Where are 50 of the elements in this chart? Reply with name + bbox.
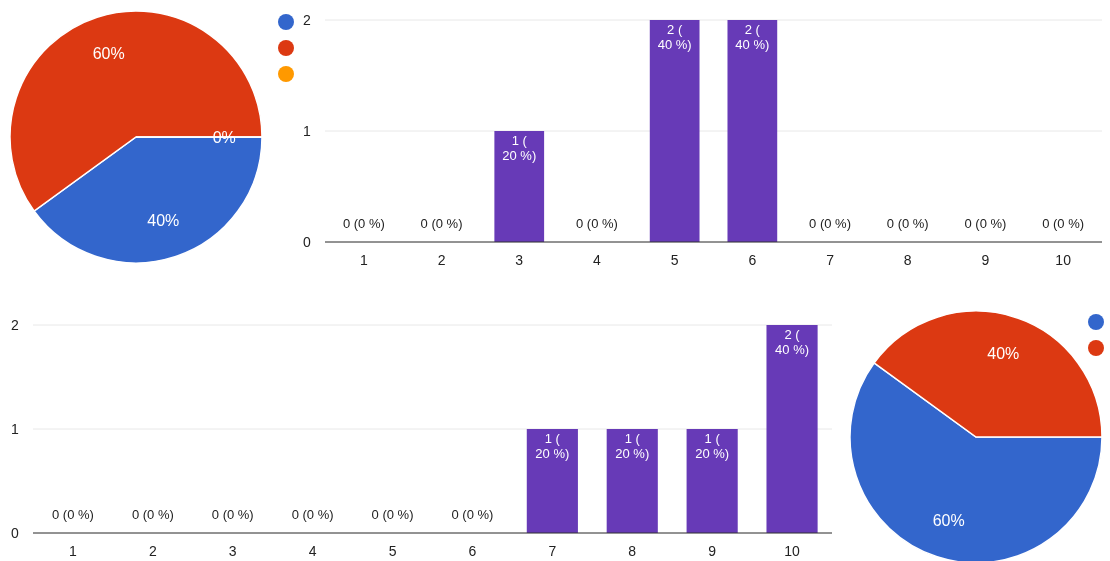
data-label: 0 (0 %) [451, 507, 494, 522]
x-tick-label: 1 [69, 542, 78, 559]
data-label: 0 (0 %) [342, 216, 385, 231]
x-tick-label: 9 [708, 542, 717, 559]
data-label: 40% [147, 212, 180, 230]
data-label: 40% [987, 344, 1020, 362]
y-tick-label: 1 [303, 122, 312, 139]
data-label: 2 (40 %) [775, 327, 810, 357]
data-label: 0 (0 %) [1042, 216, 1085, 231]
y-tick-label: 0 [11, 524, 20, 541]
data-label: 0 (0 %) [211, 507, 254, 522]
data-label: 0 (0 %) [131, 507, 174, 522]
y-tick-label: 0 [303, 233, 312, 250]
x-tick-label: 3 [228, 542, 237, 559]
x-tick-label: 2 [148, 542, 157, 559]
data-label: 60% [92, 44, 125, 62]
x-tick-label: 7 [548, 542, 557, 559]
data-label: 0 (0 %) [52, 507, 94, 522]
data-label: 1 (20 %) [615, 431, 650, 461]
data-label: 0 (0 %) [964, 216, 1007, 231]
data-label: 1 (20 %) [535, 431, 570, 461]
data-label: 60% [932, 512, 965, 530]
x-tick-label: 10 [784, 542, 801, 559]
data-label: 0 (0 %) [291, 507, 334, 522]
x-tick-label: 4 [593, 251, 602, 268]
data-label: 0 (0 %) [576, 216, 618, 231]
x-tick-label: 5 [670, 251, 679, 268]
data-label: 0 (0 %) [809, 216, 851, 231]
y-tick-label: 2 [11, 316, 20, 333]
x-tick-label: 10 [1055, 251, 1072, 268]
x-tick-label: 3 [515, 251, 524, 268]
x-tick-label: 9 [981, 251, 990, 268]
data-label: 0 (0 %) [886, 216, 929, 231]
y-tick-label: 1 [11, 420, 20, 437]
y-tick-label: 2 [303, 11, 312, 28]
x-tick-label: 8 [628, 542, 637, 559]
x-tick-label: 1 [359, 251, 368, 268]
data-label: 2 (40 %) [735, 22, 770, 52]
data-label: 1 (20 %) [502, 133, 537, 163]
x-tick-label: 7 [826, 251, 835, 268]
x-tick-label: 4 [308, 542, 317, 559]
x-tick-label: 6 [748, 251, 757, 268]
data-label: 0 (0 %) [420, 216, 463, 231]
data-label: 2 (40 %) [657, 22, 692, 52]
data-label: 0 (0 %) [371, 507, 414, 522]
x-tick-label: 2 [437, 251, 446, 268]
x-tick-label: 8 [903, 251, 912, 268]
x-tick-label: 6 [468, 542, 477, 559]
x-tick-label: 5 [388, 542, 397, 559]
data-label: 1 (20 %) [695, 431, 730, 461]
